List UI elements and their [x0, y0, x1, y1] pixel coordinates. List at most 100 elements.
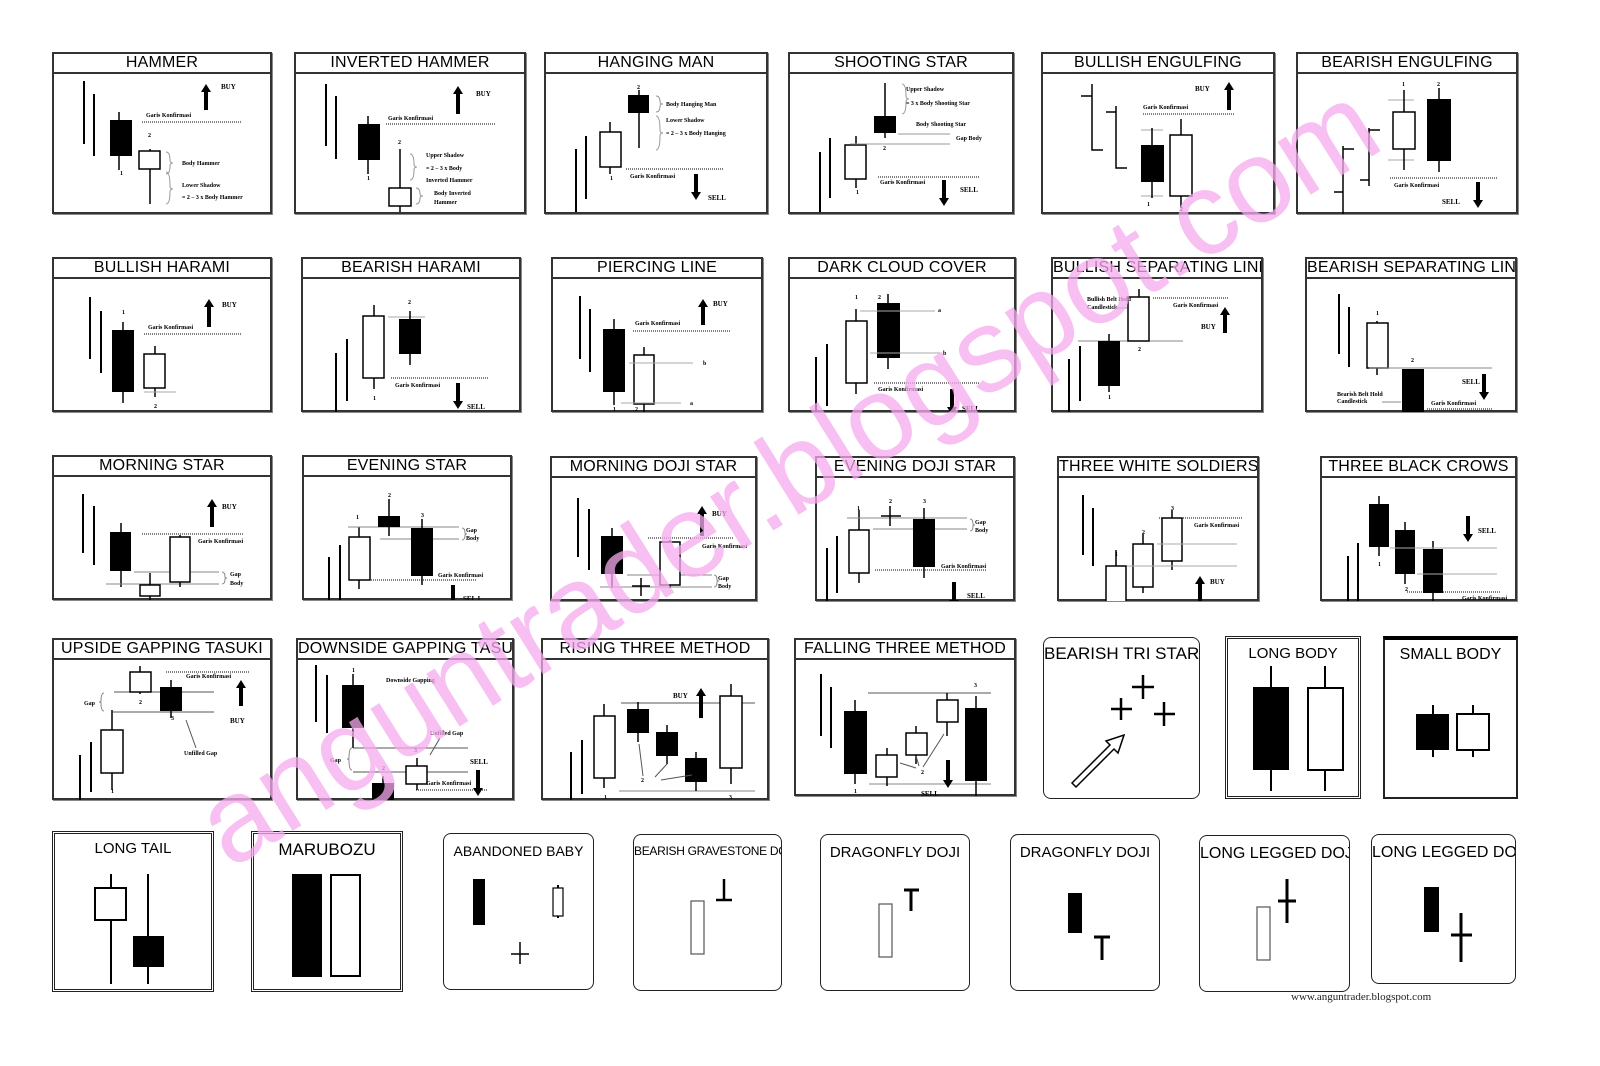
pattern-card-bullish-engulfing: BULLISH ENGULFING 1 2 Garis Konfirmasi BU…	[1041, 52, 1275, 214]
svg-text:Lower Shadow: Lower Shadow	[666, 118, 705, 124]
pattern-title: BEARISH GRAVESTONE DOJI	[634, 844, 781, 858]
svg-text:Body: Body	[718, 584, 731, 590]
svg-text:Gap: Gap	[466, 528, 478, 534]
pattern-title: THREE BLACK CROWS	[1322, 458, 1515, 478]
svg-text:Bearish Belt Hold: Bearish Belt Hold	[1337, 392, 1383, 398]
svg-text:1: 1	[373, 396, 376, 402]
pattern-card-three-black-crows: THREE BLACK CROWS Garis Konfirmasi 123 S…	[1320, 456, 1517, 601]
svg-text:BUY: BUY	[712, 510, 727, 518]
svg-text:Gap: Gap	[330, 758, 342, 764]
bullish-separating-lines-chart: 1 2 Bullish Belt Hold Candlestick Garis K…	[1068, 289, 1230, 412]
svg-text:1: 1	[854, 789, 857, 795]
pattern-title: SHOOTING STAR	[790, 54, 1012, 74]
bearish-separating-lines-chart: 1 2 Bearish Belt Hold Candlestick SELL Ga…	[1337, 294, 1492, 412]
svg-text:1: 1	[613, 407, 616, 412]
pattern-card-bearish-engulfing: BEARISH ENGULFING 1 2 Garis Konfirmasi SE…	[1296, 52, 1518, 214]
pattern-title: THREE WHITE SOLDIERS	[1059, 458, 1257, 478]
pattern-title: MORNING DOJI STAR	[552, 458, 755, 478]
pattern-title: BEARISH SEPARATING LINES	[1307, 259, 1515, 279]
bearish-gravestone-doji-chart	[690, 879, 732, 955]
pattern-title: BEARISH HARAMI	[303, 259, 519, 279]
downside-gapping-tasuki-chart: Gap 1 2 3 Downside Gapping Unfilled Gap SE…	[315, 665, 488, 800]
rising-three-method-chart: 2 1 3 BUY	[570, 684, 755, 800]
svg-text:Garis Konfirmasi: Garis Konfirmasi	[438, 573, 483, 579]
pattern-title: BEARISH TRI STAR	[1044, 644, 1199, 663]
svg-text:2: 2	[637, 85, 640, 91]
pattern-title: HAMMER	[54, 54, 270, 74]
pattern-title: DRAGONFLY DOJI	[829, 844, 961, 861]
dragonfly-doji-2-chart	[1068, 893, 1110, 960]
pattern-title: BULLISH SEPARATING LINES	[1053, 259, 1261, 279]
svg-text:3: 3	[923, 499, 926, 505]
svg-text:1: 1	[367, 176, 370, 182]
svg-text:2: 2	[382, 766, 385, 772]
svg-text:Garis Konfirmasi: Garis Konfirmasi	[635, 321, 680, 327]
svg-text:1: 1	[1402, 82, 1405, 88]
svg-text:Body Hanging Man: Body Hanging Man	[666, 102, 717, 108]
hanging-man-chart: 2 1 Body Hanging Man Lower Shadow = 2 – 3…	[575, 85, 726, 212]
pattern-title: LONG BODY	[1248, 645, 1338, 662]
svg-text:Garis Konfirmasi: Garis Konfirmasi	[880, 180, 925, 186]
pattern-card-bearish-tri-star: BEARISH TRI STAR	[1043, 637, 1200, 799]
svg-text:3: 3	[974, 683, 977, 689]
pattern-title: BULLISH ENGULFING	[1043, 54, 1273, 74]
three-white-soldiers-chart: Garis Konfirmasi 1 2 3 BUY	[1082, 495, 1243, 601]
svg-text:BUY: BUY	[476, 90, 491, 98]
long-tail-chart	[94, 874, 164, 984]
svg-text:a: a	[938, 308, 941, 314]
svg-text:SELL: SELL	[967, 592, 985, 600]
pattern-card-long-tail: LONG TAIL	[52, 831, 214, 992]
svg-text:SELL: SELL	[467, 403, 485, 411]
falling-three-method-chart: 2 1 3 SELL	[820, 674, 991, 796]
svg-text:Body Hammer: Body Hammer	[182, 161, 220, 167]
svg-text:2: 2	[398, 140, 401, 146]
pattern-title: HANGING MAN	[546, 54, 766, 74]
pattern-card-bullish-harami: BULLISH HARAMI 1 2 Garis Konfirmasi BUY	[52, 257, 272, 412]
svg-text:2: 2	[921, 770, 924, 776]
svg-text:1: 1	[1108, 395, 1111, 401]
long-body-chart	[1253, 666, 1344, 791]
svg-text:BUY: BUY	[222, 301, 237, 309]
svg-text:1: 1	[856, 190, 859, 196]
pattern-card-hanging-man: HANGING MAN 2 1 Body Hanging Man Lower Sh…	[544, 52, 768, 214]
bearish-engulfing-chart: 1 2 Garis Konfirmasi SELL	[1334, 82, 1498, 214]
svg-text:1: 1	[111, 789, 114, 795]
svg-text:Garis Konfirmasi: Garis Konfirmasi	[1431, 401, 1476, 407]
svg-text:Garis Konfirmasi: Garis Konfirmasi	[388, 116, 433, 122]
svg-text:1: 1	[1376, 311, 1379, 317]
svg-text:BUY: BUY	[1201, 323, 1216, 331]
svg-text:2: 2	[1180, 207, 1183, 213]
pattern-title: PIERCING LINE	[553, 259, 761, 279]
svg-text:2: 2	[408, 300, 411, 306]
svg-text:Body: Body	[466, 536, 479, 542]
svg-text:Garis Konfirmasi: Garis Konfirmasi	[1394, 183, 1439, 189]
pattern-title: LONG TAIL	[94, 840, 172, 857]
pattern-card-marubozu: MARUBOZU	[251, 831, 403, 992]
svg-text:Body: Body	[230, 581, 243, 587]
svg-text:Garis Konfirmasi: Garis Konfirmasi	[426, 781, 471, 787]
svg-text:Garis Konfirmasi: Garis Konfirmasi	[1143, 105, 1188, 111]
pattern-title: MARUBOZU	[278, 840, 376, 859]
svg-text:Upper Shadow: Upper Shadow	[906, 87, 945, 93]
svg-text:2: 2	[1142, 530, 1145, 536]
svg-text:2: 2	[139, 700, 142, 706]
footer-url: www.anguntrader.blogspot.com	[1291, 991, 1432, 1003]
svg-text:Garis Konfirmasi: Garis Konfirmasi	[941, 564, 986, 570]
svg-text:Downside Gapping: Downside Gapping	[386, 678, 435, 684]
svg-text:3: 3	[414, 748, 417, 754]
svg-text:SEL L: SEL L	[463, 595, 483, 600]
svg-text:BUY: BUY	[222, 503, 237, 511]
svg-text:1: 1	[610, 176, 613, 182]
bearish-harami-chart: 2 1 Garis Konfirmasi SELL	[335, 300, 488, 412]
pattern-card-dragonfly-doji-1: DRAGONFLY DOJI	[820, 834, 970, 991]
pattern-card-bearish-harami: BEARISH HARAMI 2 1 Garis Konfirmasi SELL	[301, 257, 521, 412]
svg-text:3: 3	[421, 513, 424, 519]
morning-star-chart: 123 Gap Body Garis Konfirmasi BUY	[82, 494, 244, 600]
bullish-engulfing-chart: 1 2 Garis Konfirmasi BUY	[1081, 82, 1235, 213]
pattern-card-hammer: HAMMER Garis Konfirmasi 2 1 BUY Body Hamm…	[52, 52, 272, 214]
small-body-chart	[1416, 705, 1490, 757]
svg-text:SELL: SELL	[1442, 198, 1460, 206]
svg-text:2: 2	[883, 146, 886, 152]
svg-text:Garis Konfirmasi: Garis Konfirmasi	[1173, 303, 1218, 309]
pattern-card-shooting-star: SHOOTING STAR 2 1 Upper Shadow = 3 x Body…	[788, 52, 1014, 214]
